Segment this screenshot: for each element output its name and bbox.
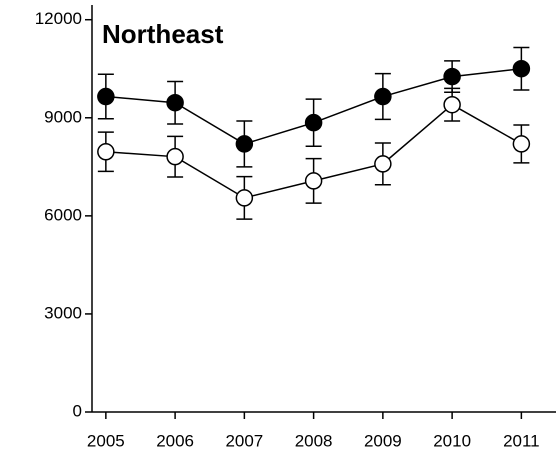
marker (166, 147, 184, 166)
x-tick-label: 2011 (503, 431, 540, 450)
x-tick-label: 2006 (156, 431, 194, 450)
marker (443, 95, 461, 114)
marker (235, 189, 254, 207)
x-tick-label: 2005 (87, 431, 125, 450)
marker (512, 135, 531, 153)
marker (374, 87, 392, 106)
y-tick-label: 12000 (35, 9, 82, 28)
marker (443, 67, 461, 86)
x-tick-label: 2007 (225, 431, 263, 450)
marker (304, 113, 323, 132)
y-tick-label: 0 (73, 401, 82, 420)
marker (235, 135, 254, 153)
marker (97, 87, 115, 106)
marker (304, 172, 323, 190)
x-tick-label: 2008 (295, 431, 333, 450)
y-tick-label: 6000 (44, 205, 82, 224)
chart-title: Northeast (102, 19, 224, 49)
x-tick-label: 2010 (433, 431, 471, 450)
marker (166, 93, 184, 112)
marker (512, 59, 531, 78)
y-tick-label: 3000 (44, 303, 82, 322)
marker (97, 143, 115, 161)
x-tick-label: 2009 (364, 431, 402, 450)
y-tick-label: 9000 (44, 107, 82, 126)
marker (374, 155, 392, 173)
